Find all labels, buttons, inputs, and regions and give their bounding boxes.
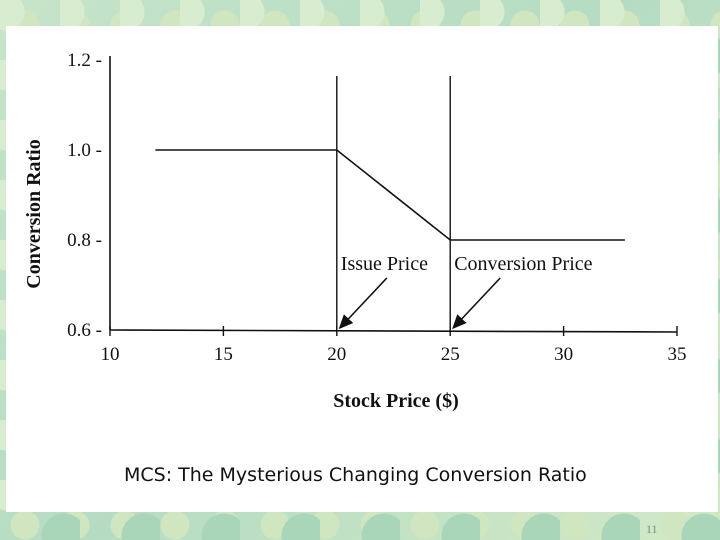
y-tick-label: 0.8 - — [67, 230, 102, 251]
series-line — [155, 149, 625, 241]
x-tick-label: 15 — [214, 344, 233, 365]
slide-caption: MCS: The Mysterious Changing Conversion … — [124, 464, 587, 486]
x-tick-label: 20 — [327, 344, 346, 365]
x-tick-label: 30 — [554, 344, 573, 365]
annotation-label: Conversion Price — [454, 253, 592, 275]
x-tick-label: 10 — [101, 344, 120, 365]
page-number: 11 — [646, 522, 658, 536]
slide: 0.6 - 0.8 - 1.0 - 1.2 - 10 15 20 25 30 35 Issue … — [6, 26, 718, 536]
y-axis-title: Conversion Ratio — [23, 139, 45, 288]
y-tick-label: 0.6 - — [67, 320, 102, 341]
x-tick-label: 35 — [668, 344, 687, 365]
x-axis-line — [109, 329, 678, 333]
annotation-arrow — [452, 277, 501, 330]
x-axis-title: Stock Price ($) — [333, 390, 459, 412]
annotation-arrow — [338, 277, 388, 330]
y-tick-label: 1.0 - — [67, 140, 102, 161]
x-tick-label: 25 — [441, 344, 460, 365]
conversion-ratio-chart: 0.6 - 0.8 - 1.0 - 1.2 - 10 15 20 25 30 35 Issue … — [23, 50, 687, 412]
annotation-label: Issue Price — [341, 253, 428, 275]
y-tick-label: 1.2 - — [67, 50, 102, 71]
